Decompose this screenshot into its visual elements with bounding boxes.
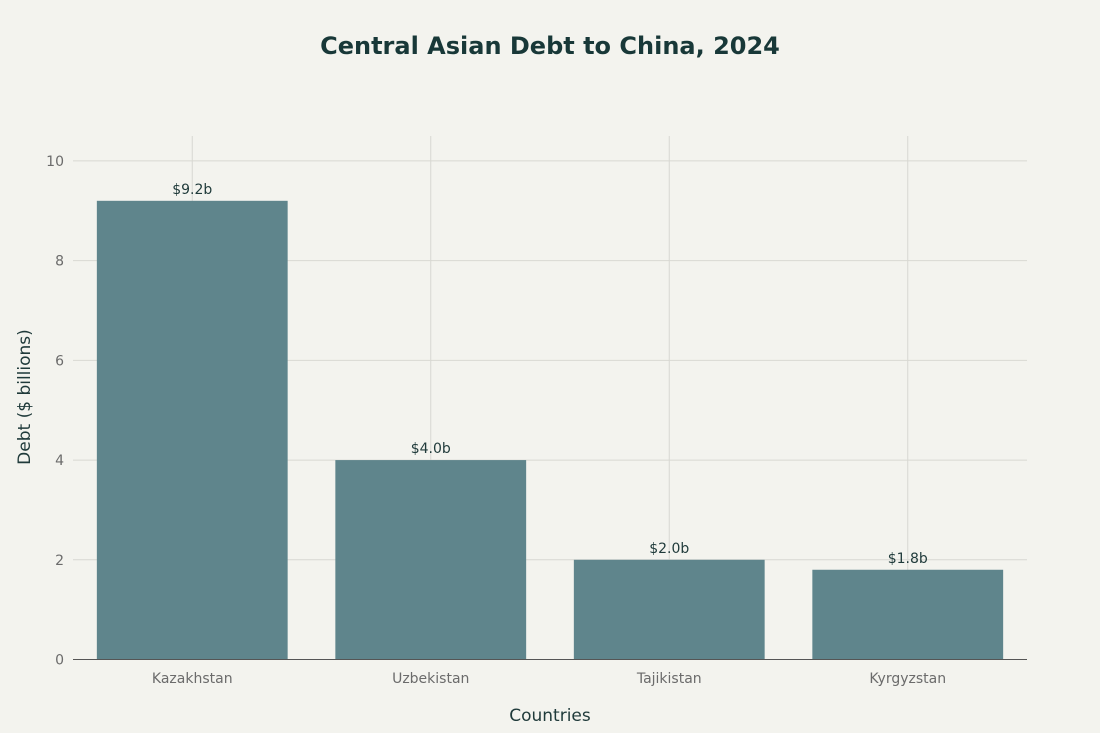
y-tick-label: 8 (55, 254, 64, 270)
y-axis-title: Debt ($ billions) (15, 329, 35, 465)
tick-labels: 0 2 4 6 8 10 Kazakhstan Uzbekistan Tajikistan Kyr… (46, 154, 946, 687)
y-tick-label: 0 (55, 653, 64, 669)
data-labels: $9.2b $4.0b $2.0b $1.8b (172, 182, 928, 567)
x-tick-label: Kyrgyzstan (869, 671, 946, 687)
x-tick-label: Kazakhstan (152, 671, 233, 687)
bar-uzbekistan (335, 460, 527, 660)
bar-kazakhstan (96, 200, 288, 660)
y-tick-label: 10 (46, 154, 64, 170)
data-label: $1.8b (888, 551, 928, 567)
y-tick-label: 4 (55, 453, 64, 469)
y-tick-label: 6 (55, 353, 64, 369)
x-tick-label: Uzbekistan (392, 671, 469, 687)
chart-title: Central Asian Debt to China, 2024 (320, 32, 780, 60)
x-axis-title: Countries (509, 706, 591, 726)
bar-tajikistan (573, 559, 765, 660)
data-label: $4.0b (411, 441, 451, 457)
data-label: $9.2b (172, 182, 212, 198)
bars (96, 200, 1004, 660)
data-label: $2.0b (649, 541, 689, 557)
bar-kyrgyzstan (812, 569, 1004, 660)
x-tick-label: Tajikistan (636, 671, 702, 687)
y-tick-label: 2 (55, 553, 64, 569)
